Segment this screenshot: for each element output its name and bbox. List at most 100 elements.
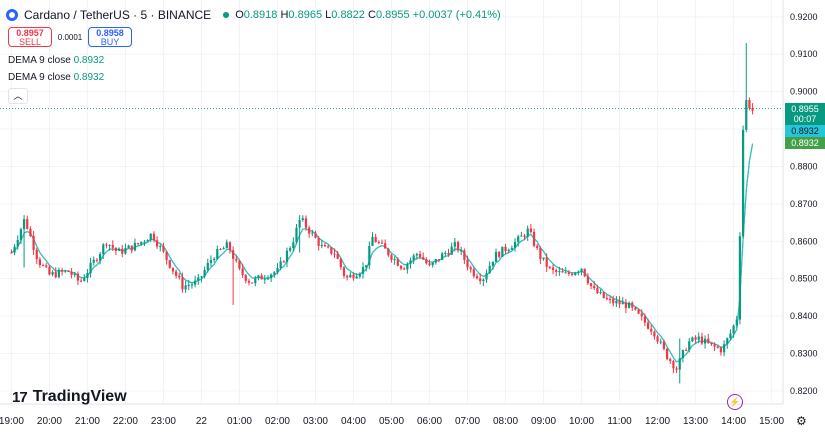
buy-button[interactable]: 0.8958 BUY <box>88 27 132 47</box>
candle-body <box>57 269 61 278</box>
candle-body <box>640 313 643 317</box>
candle-body <box>228 242 232 251</box>
candle-body <box>580 268 583 272</box>
gear-icon[interactable]: ⚙ <box>796 414 807 428</box>
x-tick-label: 20:00 <box>37 416 62 427</box>
candle-body <box>238 260 241 269</box>
candle-body <box>32 235 35 250</box>
candle-body <box>729 333 732 339</box>
candle-body <box>330 247 333 254</box>
candle-body <box>431 262 434 266</box>
candle-body <box>621 302 624 305</box>
candle-body <box>92 259 95 263</box>
tradingview-logo[interactable]: 17 TradingView <box>12 388 127 406</box>
x-tick-label: 21:00 <box>75 416 100 427</box>
dema-2-price-label: 0.8932 <box>785 137 825 149</box>
candle-body <box>450 246 453 255</box>
candle-body <box>684 350 688 352</box>
candle-body <box>662 341 666 349</box>
market-status-icon <box>223 12 230 18</box>
candle-body <box>441 253 444 260</box>
indicator-dema-1[interactable]: DEMA 9 close 0.8932 <box>8 55 105 66</box>
candle-body <box>434 259 437 263</box>
candle-body <box>314 232 317 238</box>
candle-body <box>396 259 399 266</box>
candle-body <box>121 248 124 254</box>
x-tick-label: 08:00 <box>493 416 518 427</box>
candle-body <box>200 276 203 278</box>
candle-body <box>703 338 707 344</box>
candle-body <box>232 250 235 259</box>
candle-body <box>672 360 675 369</box>
candle-body <box>371 236 374 246</box>
candle-body <box>463 250 466 260</box>
candle-body <box>656 336 659 342</box>
candle-body <box>643 316 647 323</box>
candle-body <box>738 236 742 320</box>
candle-body <box>89 262 92 274</box>
candle-body <box>304 218 308 228</box>
candle-body <box>254 278 257 284</box>
candle-body <box>178 275 181 278</box>
candle-body <box>51 272 54 275</box>
price-axis[interactable]: 0.8200 0.8300 0.8400 0.8500 0.8600 0.8700 0.88… <box>782 0 818 404</box>
candle-body <box>35 249 38 260</box>
lightning-icon[interactable]: ⚡ <box>727 394 743 410</box>
x-tick-label: 07:00 <box>455 416 480 427</box>
x-tick-label: 02:00 <box>265 416 290 427</box>
candle-body <box>10 252 13 254</box>
candle-body <box>536 245 539 248</box>
y-tick-label: 0.8600 <box>790 236 818 246</box>
candle-body <box>266 278 270 280</box>
candle-body <box>653 331 656 337</box>
candle-body <box>124 248 127 254</box>
candle-body <box>726 338 729 345</box>
candle-body <box>136 243 140 245</box>
y-tick-label: 0.8200 <box>790 386 818 396</box>
candle-body <box>447 252 450 255</box>
candle-body <box>60 269 64 272</box>
candle-body <box>403 268 406 270</box>
candle-body <box>190 284 194 286</box>
x-tick-label: 13:00 <box>683 416 708 427</box>
symbol-title[interactable]: Cardano / TetherUS · 5 · BINANCE <box>24 8 212 22</box>
candle-body <box>665 348 669 360</box>
candle-body <box>466 259 469 268</box>
collapse-legend-button[interactable]: ︿ <box>8 88 28 104</box>
candle-body <box>694 337 697 340</box>
dema-1-price-label: 0.8932 <box>785 125 825 137</box>
candle-body <box>127 245 130 249</box>
candle-body <box>501 246 504 257</box>
candle-body <box>260 275 263 280</box>
candle-body <box>235 258 238 261</box>
candle-body <box>159 246 162 248</box>
candle-body <box>574 272 577 276</box>
candle-body <box>444 252 447 254</box>
candle-body <box>194 280 197 285</box>
candle-body <box>339 258 342 268</box>
candle-body <box>29 228 32 236</box>
x-tick-label: 22 <box>196 416 208 427</box>
y-tick-label: 0.8500 <box>790 274 818 284</box>
candle-body <box>263 278 266 280</box>
candle-body <box>311 232 314 234</box>
candle-body <box>558 271 561 273</box>
candle-body <box>358 273 361 277</box>
candle-body <box>418 254 422 258</box>
candle-body <box>114 247 118 251</box>
candle-body <box>48 266 51 275</box>
candle-body <box>675 368 678 370</box>
x-tick-label: 12:00 <box>645 416 670 427</box>
last-price-label: 0.8955 00:07 <box>785 103 825 125</box>
candle-body <box>155 240 159 247</box>
candle-body <box>152 233 156 241</box>
candle-body <box>298 220 301 228</box>
indicator-dema-2[interactable]: DEMA 9 close 0.8932 <box>8 72 105 83</box>
candle-body <box>45 265 48 267</box>
time-axis[interactable]: 19:00 20:00 21:00 22:00 23:00 22 01:00 02:00 03:… <box>0 403 785 427</box>
sell-button[interactable]: 0.8957 SELL <box>8 27 52 47</box>
candle-body <box>175 271 178 276</box>
candle-body <box>475 276 479 279</box>
